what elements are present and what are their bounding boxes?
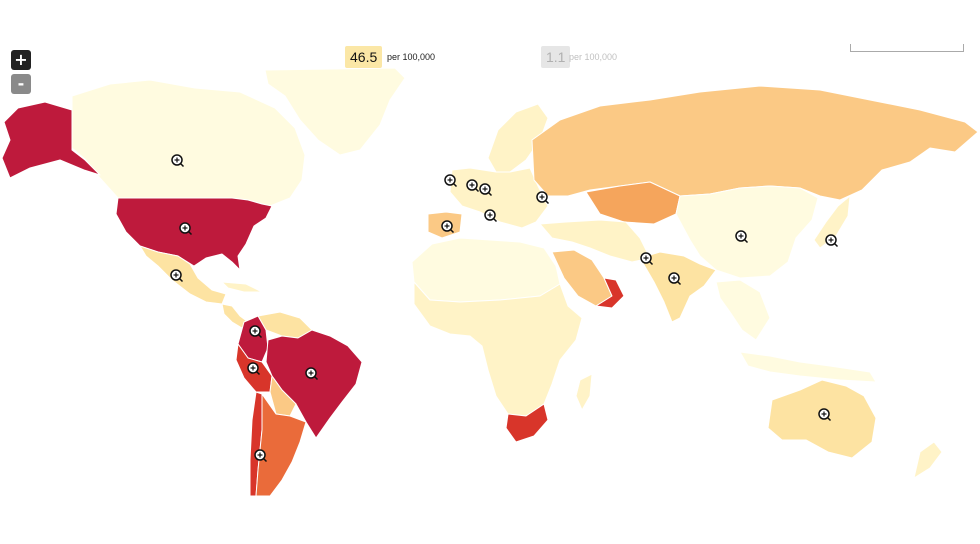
country-southeast-asia[interactable]	[715, 279, 771, 341]
magnifier-marker-icon[interactable]	[305, 367, 319, 381]
country-canada[interactable]	[71, 79, 306, 207]
magnifier-marker-icon[interactable]	[640, 252, 654, 266]
zoom-out-button[interactable]: -	[11, 74, 31, 94]
magnifier-marker-icon[interactable]	[484, 209, 498, 223]
country-oman[interactable]	[595, 277, 625, 309]
scale-bar	[850, 44, 964, 52]
country-africa[interactable]	[413, 281, 583, 417]
zoom-in-button[interactable]: +	[11, 50, 31, 70]
magnifier-marker-icon[interactable]	[818, 408, 832, 422]
magnifier-marker-icon[interactable]	[249, 325, 263, 339]
country-madagascar[interactable]	[575, 373, 593, 411]
legend-min-value: 1.1	[541, 46, 571, 68]
country-argentina[interactable]	[255, 393, 307, 497]
magnifier-marker-icon[interactable]	[479, 183, 493, 197]
legend-min-unit: per 100,000	[569, 52, 618, 62]
magnifier-marker-icon[interactable]	[171, 154, 185, 168]
country-south-africa[interactable]	[505, 403, 549, 443]
country-north-africa[interactable]	[411, 237, 561, 303]
magnifier-marker-icon[interactable]	[536, 191, 550, 205]
country-china[interactable]	[675, 185, 819, 279]
country-cuba[interactable]	[221, 281, 263, 293]
country-mexico[interactable]	[139, 245, 227, 305]
magnifier-marker-icon[interactable]	[179, 222, 193, 236]
country-india[interactable]	[639, 251, 717, 323]
magnifier-marker-icon[interactable]	[735, 230, 749, 244]
magnifier-marker-icon[interactable]	[668, 272, 682, 286]
country-greenland[interactable]	[264, 67, 406, 156]
country-new-zealand[interactable]	[913, 441, 943, 479]
legend-max-unit: per 100,000	[387, 52, 436, 62]
magnifier-marker-icon[interactable]	[466, 179, 480, 193]
country-indonesia[interactable]	[739, 351, 877, 383]
country-alaska[interactable]	[1, 101, 101, 179]
magnifier-marker-icon[interactable]	[254, 449, 268, 463]
magnifier-marker-icon[interactable]	[441, 220, 455, 234]
magnifier-marker-icon[interactable]	[170, 269, 184, 283]
legend-max-value: 46.5	[345, 46, 383, 68]
country-japan[interactable]	[813, 195, 851, 249]
magnifier-marker-icon[interactable]	[825, 234, 839, 248]
magnifier-marker-icon[interactable]	[444, 174, 458, 188]
magnifier-marker-icon[interactable]	[247, 362, 261, 376]
